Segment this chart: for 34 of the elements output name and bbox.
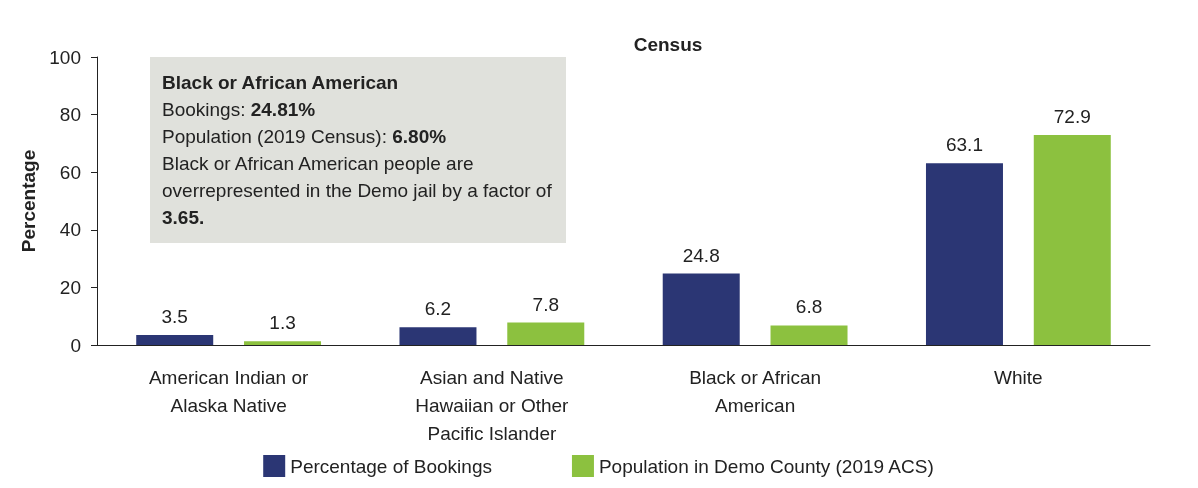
y-tick-label: 20 <box>59 276 81 298</box>
data-label: 63.1 <box>945 134 983 156</box>
data-label: 6.8 <box>795 296 823 318</box>
x-tick-label: American Indian or Alaska Native <box>148 366 310 416</box>
bar <box>399 327 477 345</box>
data-label: 1.3 <box>269 312 296 334</box>
bar <box>770 325 848 345</box>
y-tick-label: 40 <box>59 219 81 241</box>
x-tick-label: White <box>994 366 1043 388</box>
y-tick-label: 100 <box>49 46 81 68</box>
legend-label: Population in Demo County (2019 ACS) <box>598 455 934 477</box>
y-axis-title: Percentage <box>18 149 40 253</box>
y-tick-label: 60 <box>59 161 81 183</box>
bar <box>136 334 214 345</box>
annotation: Black or African American people are overrepresented in the Demo jail by a factor of 3.65. <box>162 152 553 230</box>
annotation: Bookings: 24.81% <box>162 98 317 122</box>
data-label: 6.2 <box>424 298 452 320</box>
bar <box>662 273 740 345</box>
x-tick-label: Asian and Native Hawaiian or Other Pacific Islander <box>415 366 570 444</box>
bar <box>244 341 322 345</box>
bar <box>507 322 585 345</box>
chart-title: Census <box>633 34 703 55</box>
data-label: 3.5 <box>161 305 188 327</box>
bar <box>1033 135 1111 345</box>
bar <box>925 163 1003 345</box>
data-label: 72.9 <box>1053 106 1091 128</box>
data-label: 24.8 <box>682 244 720 266</box>
annotation: Black or African American <box>162 72 399 93</box>
legend-label: Percentage of Bookings <box>290 455 492 477</box>
data-label: 7.8 <box>532 293 559 315</box>
y-tick-label: 0 <box>70 334 81 356</box>
y-tick-label: 80 <box>59 104 81 126</box>
annotation: Population (2019 Census): 6.80% <box>162 125 448 149</box>
x-tick-label: Black or African American <box>689 366 822 416</box>
